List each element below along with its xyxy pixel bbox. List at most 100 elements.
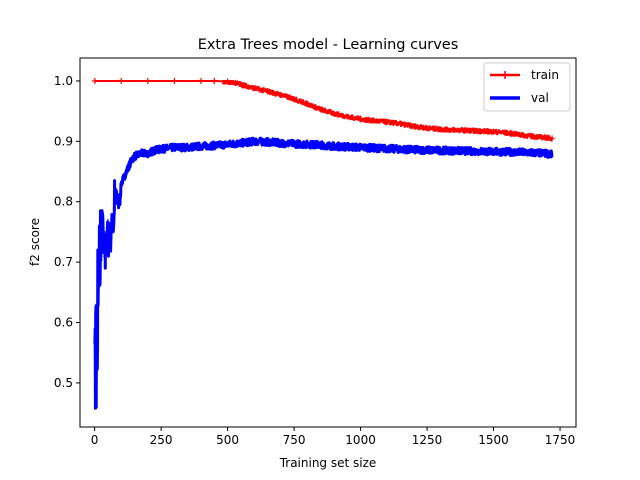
legend-train-marker (501, 71, 509, 79)
data-point (370, 117, 377, 124)
data-point (103, 255, 105, 257)
data-point (131, 158, 133, 161)
data-point (466, 150, 468, 152)
data-point (95, 303, 97, 306)
data-point (171, 77, 178, 84)
data-point (240, 82, 247, 89)
data-point (551, 153, 553, 156)
data-point (123, 176, 125, 179)
data-point (100, 237, 103, 239)
data-point (111, 213, 113, 215)
data-point (107, 219, 109, 221)
x-tick-label: 500 (216, 433, 239, 447)
data-point (144, 77, 151, 84)
data-point (173, 146, 176, 149)
data-point (104, 231, 107, 233)
x-tick-label: 1250 (412, 433, 443, 447)
data-point (213, 144, 216, 147)
data-point (200, 145, 202, 147)
y-tick-label: 0.6 (54, 316, 73, 330)
data-point (99, 285, 101, 288)
data-point (101, 213, 104, 215)
y-tick-label: 0.7 (54, 255, 73, 269)
axes-frame (79, 57, 577, 428)
data-point (319, 144, 322, 146)
x-axis: 0 250 500 750 1000 1250 1500 1750 (91, 427, 576, 447)
data-point (277, 91, 284, 98)
data-point (490, 128, 497, 135)
data-point (108, 225, 111, 227)
data-point (120, 182, 123, 185)
data-point (357, 115, 364, 122)
data-point (543, 134, 550, 141)
data-point (410, 123, 417, 130)
data-point (113, 206, 116, 209)
data-point (304, 100, 311, 107)
x-tick-label: 750 (283, 433, 306, 447)
data-point (198, 77, 205, 84)
series-line-train (94, 79, 554, 142)
y-tick-label: 0.9 (54, 134, 73, 148)
legend: train val (483, 62, 571, 112)
data-point (386, 147, 388, 150)
plot-area (91, 77, 556, 410)
x-tick-label: 1750 (545, 433, 576, 447)
data-point (118, 77, 125, 84)
x-tick-label: 250 (150, 433, 173, 447)
data-point (477, 128, 484, 135)
series-train (91, 77, 556, 142)
data-point (147, 152, 149, 155)
data-point (251, 85, 258, 92)
data-point (232, 79, 239, 86)
data-point (226, 143, 229, 146)
series-line-val (93, 136, 554, 410)
data-point (116, 200, 119, 203)
data-point (109, 249, 112, 251)
data-point (279, 142, 282, 144)
series-points-val (94, 140, 553, 372)
data-point (545, 152, 548, 155)
data-point (264, 88, 271, 95)
x-tick-label: 0 (91, 433, 99, 447)
data-point (96, 370, 99, 372)
data-point (344, 113, 351, 120)
data-point (253, 140, 255, 143)
y-tick-label: 0.5 (54, 376, 73, 390)
data-point (224, 78, 231, 85)
data-point (94, 339, 96, 342)
data-point (133, 155, 136, 158)
data-point (128, 164, 131, 167)
data-point (330, 110, 337, 117)
data-point (211, 77, 218, 84)
data-point (517, 131, 524, 138)
data-point (293, 142, 295, 145)
data-point (186, 146, 189, 149)
y-axis: 0.5 0.6 0.7 0.8 0.9 1.0 (54, 74, 80, 390)
data-point (140, 152, 142, 155)
data-point (153, 149, 156, 152)
data-point (97, 261, 100, 263)
data-point (397, 120, 404, 127)
x-tick-label: 1500 (478, 433, 509, 447)
data-point (359, 146, 362, 149)
data-point (115, 188, 117, 191)
data-point (549, 135, 556, 142)
series-val (93, 136, 554, 410)
data-point (306, 143, 309, 146)
data-point (91, 77, 98, 84)
data-point (450, 126, 457, 133)
data-point (125, 170, 128, 173)
y-tick-label: 1.0 (54, 74, 73, 88)
y-tick-label: 0.8 (54, 195, 73, 209)
data-point (119, 200, 121, 203)
legend-train-label: train (531, 68, 559, 82)
data-point (117, 194, 120, 197)
data-point (333, 145, 335, 147)
data-point (160, 148, 162, 150)
data-point (384, 119, 391, 126)
data-point (439, 149, 442, 152)
data-point (463, 127, 470, 134)
data-point (530, 133, 537, 140)
data-point (492, 150, 495, 153)
legend-val-label: val (531, 91, 549, 105)
